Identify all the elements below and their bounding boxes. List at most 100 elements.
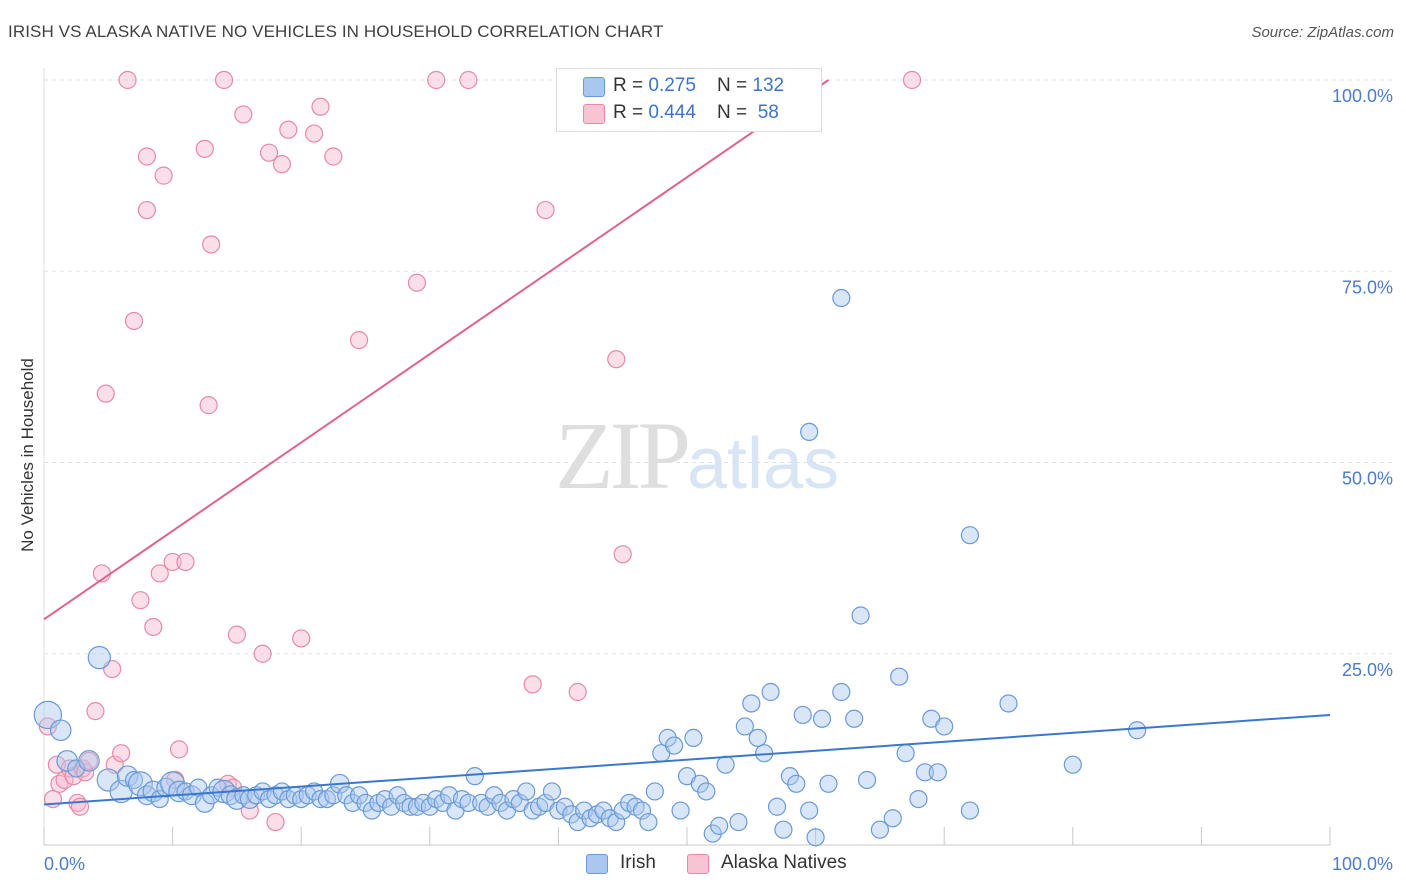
point-irish — [812, 709, 832, 728]
y-tick-label: 100.0% — [1332, 86, 1393, 106]
point-irish — [883, 809, 902, 828]
point-alaska — [76, 763, 95, 782]
point-alaska — [536, 200, 555, 220]
legend-text-alaska: R = 0.444 N = 58 — [613, 102, 779, 123]
y-tick-label: 25.0% — [1342, 660, 1393, 680]
point-irish — [787, 774, 806, 793]
point-alaska — [118, 70, 137, 90]
point-irish — [909, 789, 928, 809]
point-alaska — [96, 384, 115, 403]
point-irish — [684, 728, 703, 748]
point-irish — [767, 797, 787, 816]
point-alaska — [86, 702, 105, 721]
point-irish — [915, 763, 935, 782]
point-irish — [697, 782, 716, 801]
point-alaska — [240, 801, 259, 820]
point-alaska — [55, 770, 74, 790]
chart-title: IRISH VS ALASKA NATIVE NO VEHICLES IN HO… — [8, 22, 664, 41]
point-alaska — [613, 545, 632, 564]
point-irish — [890, 667, 909, 686]
point-irish — [632, 801, 652, 820]
point-irish — [168, 780, 190, 803]
legend-text-irish: R = 0.275 N = 132 — [613, 75, 785, 96]
point-irish — [665, 736, 684, 755]
y-tick-label: 75.0% — [1342, 277, 1393, 297]
point-alaska — [349, 331, 369, 350]
point-alaska — [150, 564, 169, 583]
bottom-legend-swatch-irish — [586, 854, 608, 874]
point-alaska — [137, 200, 156, 220]
point-irish — [806, 828, 825, 847]
point-alaska — [38, 717, 57, 736]
point-alaska — [195, 139, 214, 158]
point-alaska — [234, 105, 253, 124]
point-irish — [324, 786, 343, 805]
point-irish — [639, 812, 658, 832]
legend-row-irish: R = 0.275 N = 132 — [583, 75, 784, 101]
point-irish — [671, 801, 690, 820]
point-irish — [819, 774, 838, 793]
point-alaska — [311, 97, 330, 116]
point-irish — [710, 816, 729, 835]
point-irish — [729, 812, 748, 832]
point-irish — [156, 777, 177, 798]
point-alaska — [272, 155, 292, 174]
point-irish — [49, 719, 72, 742]
point-alaska — [227, 625, 246, 644]
point-alaska — [568, 682, 587, 702]
point-irish — [459, 793, 478, 813]
point-alaska — [523, 675, 542, 694]
point-alaska — [459, 70, 478, 90]
source-label: Source: ZipAtlas.com — [1251, 24, 1394, 41]
watermark-atlas: atlas — [687, 424, 840, 504]
point-irish — [857, 770, 877, 790]
point-irish — [832, 288, 851, 308]
point-irish — [645, 782, 664, 801]
point-alaska — [144, 617, 163, 637]
point-irish — [56, 750, 78, 772]
x-tick-label-max: 100.0% — [1332, 854, 1393, 874]
bottom-legend-label-alaska: Alaska Natives — [721, 852, 847, 873]
point-irish — [800, 801, 819, 820]
point-alaska — [199, 396, 218, 415]
point-irish — [465, 767, 484, 786]
point-irish — [935, 717, 954, 736]
point-irish — [800, 422, 819, 441]
point-alaska — [427, 70, 446, 90]
point-alaska — [163, 552, 182, 572]
watermark-zip: ZIP — [555, 402, 691, 509]
point-irish — [870, 820, 890, 839]
point-irish — [607, 812, 626, 832]
point-irish — [845, 709, 864, 728]
point-irish — [87, 645, 111, 670]
watermark: ZIPatlas — [555, 400, 839, 511]
legend: R = 0.275 N = 132 R = 0.444 N = 58 — [556, 68, 822, 132]
point-alaska — [292, 629, 311, 648]
point-irish — [774, 820, 793, 839]
point-irish — [832, 682, 851, 702]
point-alaska — [169, 740, 189, 759]
point-irish — [742, 694, 761, 713]
point-alaska — [407, 273, 427, 292]
point-alaska — [304, 124, 324, 143]
point-irish — [999, 694, 1018, 713]
point-irish — [735, 717, 754, 736]
bottom-legend: Irish Alaska Natives — [0, 852, 1406, 878]
point-alaska — [137, 147, 156, 166]
point-irish — [542, 782, 562, 801]
point-irish — [67, 759, 86, 778]
point-alaska — [266, 812, 285, 832]
point-alaska — [253, 644, 272, 663]
point-irish — [793, 705, 812, 725]
trendline-alaska — [43, 79, 830, 621]
point-alaska — [112, 744, 131, 763]
point-irish — [1127, 721, 1147, 740]
point-alaska — [154, 166, 173, 185]
point-irish — [150, 789, 169, 809]
point-irish — [960, 801, 980, 820]
point-alaska — [202, 235, 221, 254]
point-alaska — [324, 147, 343, 166]
y-tick-label: 50.0% — [1342, 469, 1393, 489]
x-tick-label-min: 0.0% — [44, 854, 85, 874]
